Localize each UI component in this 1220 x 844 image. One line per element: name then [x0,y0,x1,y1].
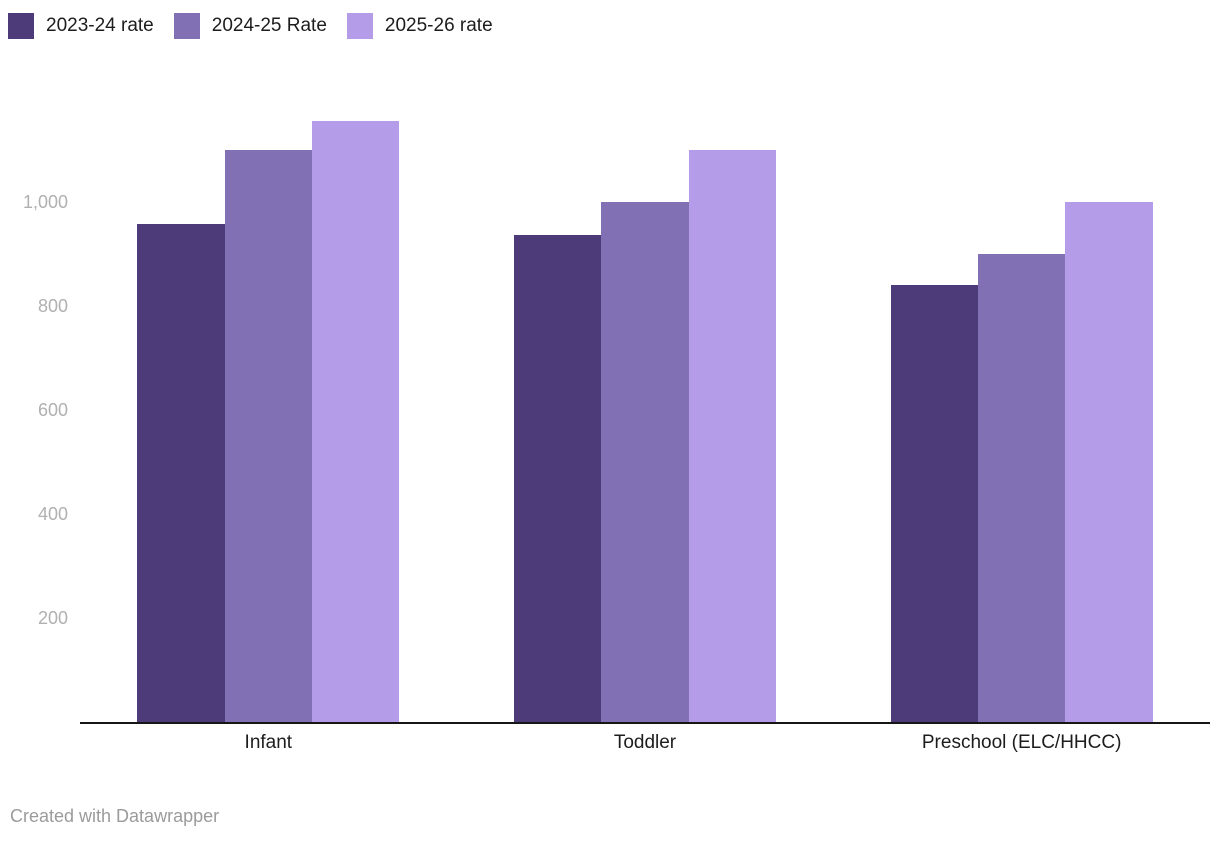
legend-label: 2024-25 Rate [211,15,327,36]
y-axis-tick-label: 400 [37,504,68,524]
legend-item: 2024-25 Rate [173,13,327,39]
y-axis-tick-label: 1,000 [22,192,68,212]
bar-2025-26-rate-preschool-elc-hhcc-[interactable] [1065,202,1153,722]
legend-swatch-icon [173,13,200,39]
x-axis-category-label: Infant [244,732,293,753]
bar-2024-25-rate-infant[interactable] [224,150,312,722]
bar-2025-26-rate-infant[interactable] [311,121,400,722]
bar-2023-24-rate-infant[interactable] [137,224,225,722]
y-axis: 200 400 600 800 1,000 [0,0,68,722]
bar-2024-25-rate-toddler[interactable] [601,202,689,722]
bar-2024-25-rate-preschool-elc-hhcc-[interactable] [978,254,1066,722]
x-axis-category-label: Preschool (ELC/HHCC) [921,732,1122,753]
legend-swatch-icon [8,13,34,39]
x-axis: Infant Toddler Preschool (ELC/HHCC) [80,732,1210,762]
legend-label: 2025-26 rate [384,15,493,36]
credit-text: Created with Datawrapper [10,806,220,826]
bar-2023-24-rate-toddler[interactable] [514,234,602,722]
legend-label: 2023-24 rate [46,15,154,36]
y-axis-tick-label: 800 [37,296,68,316]
bar-2025-26-rate-toddler[interactable] [688,150,776,722]
x-axis-category-label: Toddler [613,732,677,753]
bar-2023-24-rate-preschool-elc-hhcc-[interactable] [890,285,978,722]
legend-swatch-icon [346,13,373,39]
y-axis-tick-label: 200 [37,608,68,628]
legend-item: 2025-26 rate [346,13,493,39]
y-axis-tick-label: 600 [37,400,68,420]
x-axis-line [80,722,1210,724]
plot-area [80,0,1210,722]
legend-item: 2023-24 rate [8,13,154,39]
legend: 2023-24 rate 2024-25 Rate 2025-26 rate [8,13,493,39]
